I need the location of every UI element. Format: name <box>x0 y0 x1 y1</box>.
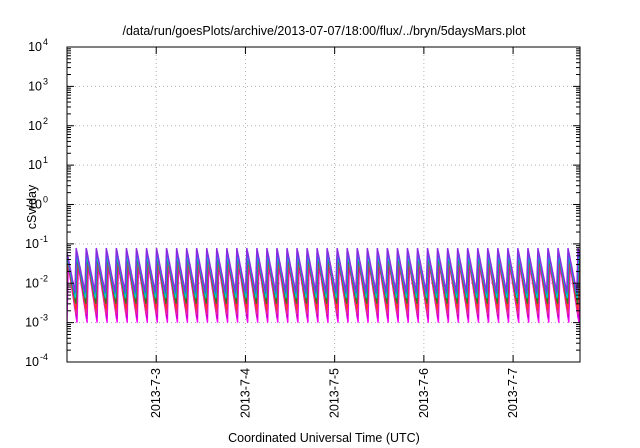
y-tick-label: 10-2 <box>25 273 48 290</box>
x-tick-label: 2013-7-3 <box>149 368 163 418</box>
plot-series <box>67 247 580 323</box>
x-tick-label: 2013-7-5 <box>328 368 342 418</box>
y-tick-label: 10-4 <box>25 352 48 369</box>
y-tick-label: 103 <box>28 76 48 93</box>
series-line <box>67 247 580 292</box>
y-tick-label: 10-3 <box>25 313 48 330</box>
y-tick-label: 102 <box>28 116 48 133</box>
x-tick-label: 2013-7-7 <box>506 368 520 418</box>
x-axis-label: Coordinated Universal Time (UTC) <box>228 431 420 445</box>
chart-title: /data/run/goesPlots/archive/2013-07-07/1… <box>122 24 526 38</box>
y-tick-label: 10-1 <box>25 234 48 251</box>
x-axis: 2013-7-3 2013-7-4 2013-7-5 2013-7-6 2013-7-7 <box>149 47 520 418</box>
y-axis-label: cSv/day <box>25 184 39 229</box>
x-tick-label: 2013-7-6 <box>417 368 431 418</box>
grid <box>67 47 580 362</box>
y-tick-label: 101 <box>28 155 48 172</box>
x-tick-label: 2013-7-4 <box>238 368 252 418</box>
y-tick-label: 104 <box>28 37 48 54</box>
